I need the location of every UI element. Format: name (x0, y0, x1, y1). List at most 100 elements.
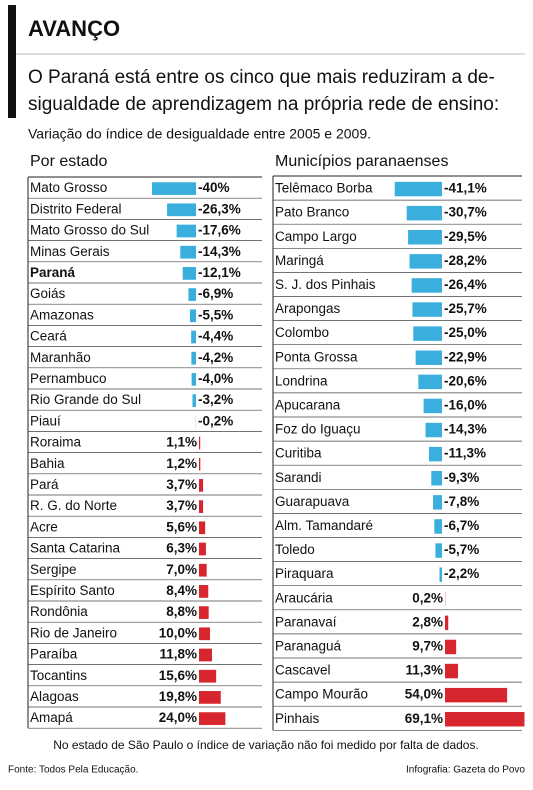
category-label: Mato Grosso do Sul (30, 223, 149, 238)
bar (409, 254, 442, 269)
value-label: -2,2% (444, 566, 479, 581)
value-label: -3,2% (198, 392, 233, 407)
bar (413, 326, 442, 341)
bar (445, 712, 525, 727)
value-label: -20,6% (444, 373, 487, 388)
bar (199, 669, 217, 683)
value-label: -29,5% (444, 229, 487, 244)
bar (445, 615, 449, 631)
value-label: -41,1% (444, 181, 487, 196)
bar (394, 181, 442, 197)
category-label: Acre (30, 519, 58, 534)
bar (423, 398, 442, 414)
value-label: -5,5% (198, 307, 233, 322)
bar (199, 542, 206, 556)
bar (408, 230, 442, 245)
value-label: -40% (198, 180, 230, 195)
bar (412, 302, 442, 317)
bar (445, 687, 508, 703)
value-label: -14,3% (198, 244, 241, 259)
category-label: R. G. do Norte (30, 498, 117, 513)
value-label: 8,8% (166, 604, 197, 619)
value-label: -5,7% (444, 542, 479, 557)
value-label: 6,3% (166, 541, 197, 556)
category-label: Pernambuco (30, 371, 107, 386)
bar (199, 436, 201, 450)
subtitle: sigualdade de aprendizagem na própria re… (28, 94, 499, 115)
value-label: -4,0% (198, 371, 233, 386)
bar (425, 422, 442, 438)
bar (411, 278, 442, 293)
note: No estado de São Paulo o índice de varia… (53, 738, 479, 752)
bar (199, 648, 212, 662)
value-label: 15,6% (159, 668, 197, 683)
category-label: Rondônia (30, 604, 88, 619)
category-label: Rio de Janeiro (30, 625, 117, 640)
category-label: Toledo (275, 542, 315, 557)
chart-title: Municípios paranaenses (275, 153, 448, 170)
bar (418, 374, 442, 390)
bar (167, 203, 196, 217)
description: Variação do índice de desigualdade entre… (28, 126, 371, 142)
value-label: -12,1% (198, 265, 241, 280)
category-label: Foz do Iguaçu (275, 422, 361, 437)
bar (199, 500, 204, 513)
category-label: Arapongas (275, 301, 341, 316)
category-label: Roraima (30, 435, 82, 450)
value-label: -16,0% (444, 398, 487, 413)
category-label: Cascavel (275, 663, 331, 678)
bar (433, 495, 442, 510)
value-label: 8,4% (166, 583, 197, 598)
bar (192, 394, 196, 407)
category-label: Telêmaco Borba (275, 181, 373, 196)
value-label: -14,3% (444, 422, 487, 437)
value-label: 7,0% (166, 562, 197, 577)
bar (180, 245, 196, 259)
bar (199, 691, 221, 704)
credit: Infografia: Gazeta do Povo (406, 765, 525, 776)
value-label: -7,8% (444, 494, 479, 509)
value-label: 19,8% (159, 689, 197, 704)
value-label: 11,8% (159, 647, 197, 662)
category-label: Piauí (30, 413, 61, 428)
category-label: Minas Gerais (30, 244, 110, 259)
category-label: Pará (30, 477, 59, 492)
category-label: Rio Grande do Sul (30, 392, 141, 407)
category-label: Sergipe (30, 562, 77, 577)
value-label: 2,8% (412, 614, 443, 629)
category-label: Paraíba (30, 647, 78, 662)
category-label: Amazonas (30, 307, 94, 322)
bar (191, 373, 196, 386)
category-label: Paranaguá (275, 639, 342, 654)
value-label: -11,3% (444, 446, 486, 461)
bar (199, 585, 209, 598)
category-label: Espírito Santo (30, 583, 115, 598)
category-label: Alagoas (30, 689, 79, 704)
category-label: Pinhais (275, 711, 320, 726)
bar (176, 224, 196, 238)
value-label: 5,6% (166, 519, 197, 534)
bar (199, 563, 207, 577)
value-label: 10,0% (159, 625, 197, 640)
bar (445, 663, 458, 679)
category-label: Campo Mourão (275, 687, 368, 702)
value-label: -26,3% (198, 201, 241, 216)
category-label: Apucarana (275, 398, 341, 413)
category-label: Goiás (30, 286, 66, 301)
bar (188, 288, 196, 301)
bar (199, 606, 209, 619)
category-label: Amapá (30, 710, 73, 725)
category-label: Ponta Grossa (275, 349, 358, 364)
value-label: -9,3% (444, 470, 479, 485)
value-label: -4,2% (198, 350, 233, 365)
bar (415, 350, 442, 365)
value-label: -6,9% (198, 286, 233, 301)
bar (199, 712, 226, 725)
bar (199, 521, 206, 535)
value-label: -17,6% (198, 223, 241, 238)
value-label: -6,7% (444, 518, 479, 533)
accent-bar (8, 5, 16, 118)
category-label: Curitiba (275, 446, 322, 461)
value-label: 0,2% (412, 590, 443, 605)
bar (191, 351, 196, 365)
